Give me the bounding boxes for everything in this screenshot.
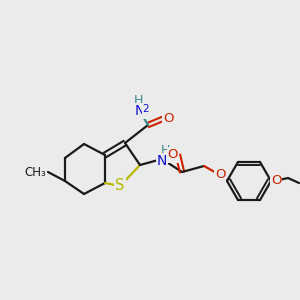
Text: N: N bbox=[135, 104, 145, 118]
Text: CH₃: CH₃ bbox=[24, 166, 46, 178]
Text: 2: 2 bbox=[143, 104, 149, 114]
Text: O: O bbox=[163, 112, 173, 124]
Text: S: S bbox=[115, 178, 125, 194]
Text: H: H bbox=[160, 143, 170, 157]
Text: H: H bbox=[133, 94, 143, 106]
Text: O: O bbox=[168, 148, 178, 161]
Text: N: N bbox=[157, 154, 167, 168]
Text: O: O bbox=[215, 169, 225, 182]
Text: O: O bbox=[271, 175, 281, 188]
